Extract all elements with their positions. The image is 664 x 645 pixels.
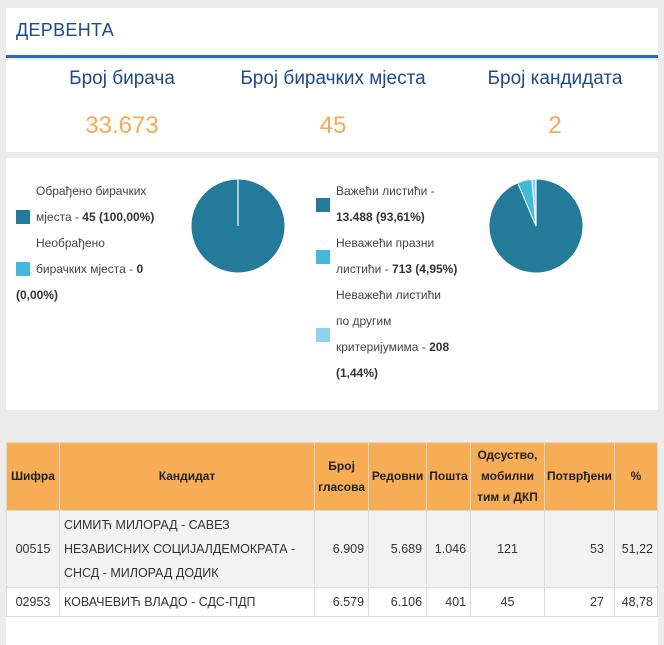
- col-post: Пошта: [426, 442, 472, 511]
- legend-invalid-other-swatch: [316, 328, 330, 342]
- cell-regular: 6.106: [368, 587, 428, 617]
- col-votes: Број гласова: [314, 442, 370, 511]
- cell-votes: 6.579: [314, 587, 370, 617]
- cell-post: 401: [426, 587, 472, 617]
- cell-percent: 48,78: [613, 587, 659, 617]
- stat-voters-label: Број бирача: [69, 68, 175, 89]
- cell-code: 00515: [6, 510, 60, 588]
- legend-invalid-other: Неважећи листићи по другим критеријумима…: [316, 282, 486, 386]
- summary-stats: Број бирача 33.673 Број бирачких мјеста …: [6, 60, 658, 152]
- legend-valid-value: 13.488 (93,61%): [336, 210, 425, 224]
- legend-invalid-other-text: критеријумима -: [336, 340, 430, 354]
- table-row: 02953 КОВАЧЕВИЋ ВЛАДО - СДС-ПДП 6.579 6.…: [6, 587, 659, 617]
- stat-candidates-label: Број кандидата: [487, 68, 623, 89]
- municipality-header: ДЕРВЕНТА: [6, 8, 658, 58]
- cell-confirmed: 27: [543, 587, 615, 617]
- pie-chart-ballots: [488, 178, 584, 274]
- legend-unprocessed-percent: (0,00%): [16, 288, 59, 302]
- results-table-card: Шифра Кандидат Број гласова Редовни Пошта…: [6, 442, 659, 645]
- stat-candidates-value: 2: [548, 112, 562, 139]
- col-candidate: Кандидат: [58, 442, 316, 511]
- stat-polling-stations-value: 45: [319, 112, 347, 139]
- legend-valid: Важећи листићи - 13.488 (93,61%): [316, 178, 486, 230]
- stat-voters-value: 33.673: [85, 112, 159, 139]
- legend-processed-line2: мјеста - 45 (100,00%): [36, 204, 186, 230]
- pie2-legend: Важећи листићи - 13.488 (93,61%) Неважећ…: [316, 178, 486, 386]
- legend-invalid-other-percent: (1,44%): [336, 366, 379, 380]
- legend-unprocessed-line1: Необрађено: [36, 236, 105, 250]
- col-regular: Редовни: [368, 442, 428, 511]
- legend-unprocessed-text: бирачких мјеста -: [36, 262, 137, 276]
- legend-invalid-blank-value: 713 (4,95%): [391, 262, 458, 276]
- cell-regular: 5.689: [368, 510, 428, 588]
- legend-processed: Обрађено бирачких мјеста - 45 (100,00%): [16, 178, 186, 230]
- cell-post: 1.046: [426, 510, 472, 588]
- col-absent-l3: тим и ДКП: [477, 490, 538, 504]
- title-underline: [6, 55, 658, 58]
- legend-invalid-blank: Неважећи празни листићи - 713 (4,95%): [316, 230, 486, 282]
- pie1-legend: Обрађено бирачких мјеста - 45 (100,00%) …: [16, 178, 186, 308]
- stat-polling-stations: Број бирачких мјеста 45: [228, 68, 438, 140]
- legend-valid-line2: 13.488 (93,61%): [336, 204, 486, 230]
- table-header-row: Шифра Кандидат Број гласова Редовни Пошта…: [6, 442, 659, 511]
- stat-voters: Број бирача 33.673: [62, 68, 182, 140]
- charts-panel: Обрађено бирачких мјеста - 45 (100,00%) …: [6, 158, 658, 410]
- col-votes-l2: гласова: [318, 479, 366, 494]
- cell-absent: 45: [470, 587, 545, 617]
- legend-invalid-other-line1: Неважећи листићи: [336, 288, 441, 302]
- legend-processed-line1: Обрађено бирачких: [36, 184, 147, 198]
- legend-unprocessed-value: 0: [136, 262, 144, 276]
- cell-code: 02953: [6, 587, 60, 617]
- stat-polling-stations-label: Број бирачких мјеста: [240, 68, 426, 89]
- legend-valid-line1: Важећи листићи -: [336, 184, 435, 198]
- legend-unprocessed-line2: бирачких мјеста - 0: [36, 256, 186, 282]
- legend-unprocessed-line3: (0,00%): [16, 282, 186, 308]
- cell-candidate-l1: КОВАЧЕВИЋ ВЛАДО - СДС-ПДП: [63, 595, 256, 609]
- cell-confirmed: 53: [543, 510, 615, 588]
- col-absent: Одсуство, мобилни тим и ДКП: [470, 442, 545, 511]
- col-confirmed: Потврђени: [543, 442, 615, 511]
- legend-processed-swatch: [16, 210, 30, 224]
- legend-invalid-blank-text: листићи -: [336, 262, 392, 276]
- page-title: ДЕРВЕНТА: [16, 20, 115, 40]
- legend-invalid-blank-line1: Неважећи празни: [336, 236, 435, 250]
- legend-valid-swatch: [316, 198, 330, 212]
- table-row: 00515 СИМИЋ МИЛОРАД - САВЕЗ НЕЗАВИСНИХ С…: [6, 510, 659, 588]
- col-absent-l1: Одсуство,: [477, 448, 538, 462]
- col-percent: %: [613, 442, 659, 511]
- cell-candidate-l1: СИМИЋ МИЛОРАД - САВЕЗ: [63, 518, 230, 532]
- results-table: Шифра Кандидат Број гласова Редовни Пошта…: [6, 442, 659, 617]
- cell-absent: 121: [470, 510, 545, 588]
- col-code: Шифра: [6, 442, 60, 511]
- legend-processed-value: 45 (100,00%): [82, 210, 155, 224]
- stat-candidates: Број кандидата 2: [480, 68, 630, 140]
- cell-candidate-l2: НЕЗАВИСНИХ СОЦИЈАЛДЕМОКРАТА -: [63, 542, 296, 556]
- col-absent-l2: мобилни: [480, 469, 535, 483]
- cell-candidate: КОВАЧЕВИЋ ВЛАДО - СДС-ПДП: [58, 587, 316, 617]
- legend-invalid-blank-swatch: [316, 250, 330, 264]
- cell-candidate-l3: СНСД - МИЛОРАД ДОДИК: [63, 566, 219, 580]
- cell-percent: 51,22: [613, 510, 659, 588]
- pie-chart-stations: [190, 178, 286, 274]
- col-votes-l1: Број: [328, 458, 355, 473]
- legend-unprocessed-swatch: [16, 262, 30, 276]
- legend-processed-text: мјеста -: [36, 210, 83, 224]
- legend-invalid-other-line3: критеријумима - 208: [336, 334, 486, 360]
- legend-invalid-blank-line2: листићи - 713 (4,95%): [336, 256, 486, 282]
- legend-invalid-other-line2: по другим: [336, 314, 392, 328]
- legend-unprocessed: Необрађено бирачких мјеста - 0 (0,00%): [16, 230, 186, 308]
- legend-invalid-other-line4: (1,44%): [336, 360, 486, 386]
- cell-candidate: СИМИЋ МИЛОРАД - САВЕЗ НЕЗАВИСНИХ СОЦИЈАЛ…: [58, 510, 316, 588]
- cell-votes: 6.909: [314, 510, 370, 588]
- legend-invalid-other-value: 208: [429, 340, 450, 354]
